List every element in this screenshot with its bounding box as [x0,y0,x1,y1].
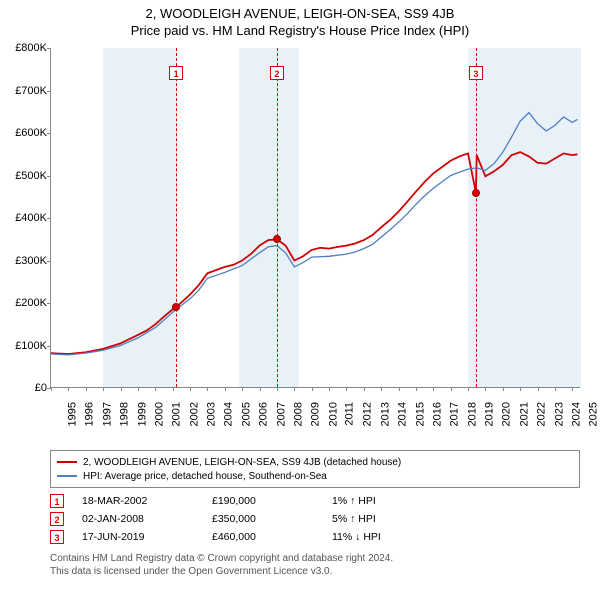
y-tick-label: £200K [3,297,47,309]
x-tick-label: 2002 [188,402,200,426]
y-tick-label: £0 [3,382,47,394]
x-tick-label: 2011 [344,402,356,426]
x-tick-label: 2024 [570,402,582,426]
event-price: £190,000 [212,495,332,507]
x-tick-label: 2000 [153,402,165,426]
y-tick-label: £500K [3,170,47,182]
series-property [51,152,578,354]
x-tick-label: 2007 [275,402,287,426]
legend-label: HPI: Average price, detached house, Sout… [83,471,327,482]
x-tick-label: 2013 [379,402,391,426]
x-tick-label: 2006 [258,402,270,426]
x-tick-label: 2023 [553,402,565,426]
y-tick-label: £700K [3,85,47,97]
title-block: 2, WOODLEIGH AVENUE, LEIGH-ON-SEA, SS9 4… [0,0,600,38]
sale-marker [472,189,480,197]
x-tick-label: 1999 [136,402,148,426]
x-tick-label: 2001 [171,402,183,426]
x-tick-label: 2014 [397,402,409,426]
event-date: 18-MAR-2002 [82,495,212,507]
event-row-flag: 2 [50,512,64,526]
footer-attribution: Contains HM Land Registry data © Crown c… [50,552,580,578]
event-date: 02-JAN-2008 [82,513,212,525]
sale-marker [273,235,281,243]
x-tick-label: 1995 [66,402,78,426]
chart-area: £0£100K£200K£300K£400K£500K£600K£700K£80… [50,48,580,408]
y-tick-label: £100K [3,340,47,352]
event-date: 17-JUN-2019 [82,531,212,543]
x-tick-label: 2017 [449,402,461,426]
legend-label: 2, WOODLEIGH AVENUE, LEIGH-ON-SEA, SS9 4… [83,457,401,468]
x-tick-label: 2020 [501,402,513,426]
x-tick-label: 2025 [588,402,600,426]
event-vline [476,48,477,387]
event-vline [277,48,278,387]
legend-row: 2, WOODLEIGH AVENUE, LEIGH-ON-SEA, SS9 4… [57,455,573,469]
event-flag-1: 1 [169,66,183,80]
event-diff: 5% ↑ HPI [332,513,376,525]
footer-line-2: This data is licensed under the Open Gov… [50,565,580,578]
y-tick-label: £300K [3,255,47,267]
x-tick-label: 1998 [119,402,131,426]
x-tick-label: 2016 [431,402,443,426]
legend-swatch [57,475,77,477]
plot-region: £0£100K£200K£300K£400K£500K£600K£700K£80… [50,48,580,388]
event-flag-3: 3 [469,66,483,80]
event-row: 1 18-MAR-2002£190,0001% ↑ HPI [50,492,580,510]
x-tick-label: 1997 [101,402,113,426]
x-tick-label: 2005 [240,402,252,426]
events-table: 1 18-MAR-2002£190,0001% ↑ HPI 2 02-JAN-2008… [50,492,580,546]
event-diff: 1% ↑ HPI [332,495,376,507]
event-price: £350,000 [212,513,332,525]
event-row-flag: 3 [50,530,64,544]
line-layer [51,48,581,388]
x-tick-label: 2009 [310,402,322,426]
chart-title: 2, WOODLEIGH AVENUE, LEIGH-ON-SEA, SS9 4… [0,6,600,21]
event-row-flag: 1 [50,494,64,508]
y-tick-label: £800K [3,42,47,54]
x-tick-label: 2022 [536,402,548,426]
x-tick-label: 2010 [327,402,339,426]
x-tick-label: 2003 [206,402,218,426]
x-tick-label: 2015 [414,402,426,426]
legend-row: HPI: Average price, detached house, Sout… [57,469,573,483]
event-flag-2: 2 [270,66,284,80]
y-tick-label: £600K [3,127,47,139]
series-hpi [51,113,578,355]
legend-swatch [57,461,77,463]
sale-marker [172,303,180,311]
event-diff: 11% ↓ HPI [332,531,381,543]
event-price: £460,000 [212,531,332,543]
event-row: 3 17-JUN-2019£460,00011% ↓ HPI [50,528,580,546]
event-row: 2 02-JAN-2008£350,0005% ↑ HPI [50,510,580,528]
chart-container: 2, WOODLEIGH AVENUE, LEIGH-ON-SEA, SS9 4… [0,0,600,590]
x-tick-label: 2019 [484,402,496,426]
x-tick-label: 2012 [362,402,374,426]
chart-subtitle: Price paid vs. HM Land Registry's House … [0,23,600,38]
legend-box: 2, WOODLEIGH AVENUE, LEIGH-ON-SEA, SS9 4… [50,450,580,488]
x-tick-label: 1996 [84,402,96,426]
event-vline [176,48,177,387]
y-tick-label: £400K [3,212,47,224]
x-tick-label: 2004 [223,402,235,426]
x-tick-label: 2021 [518,402,530,426]
footer-line-1: Contains HM Land Registry data © Crown c… [50,552,580,565]
x-tick-label: 2008 [292,402,304,426]
x-tick-label: 2018 [466,402,478,426]
